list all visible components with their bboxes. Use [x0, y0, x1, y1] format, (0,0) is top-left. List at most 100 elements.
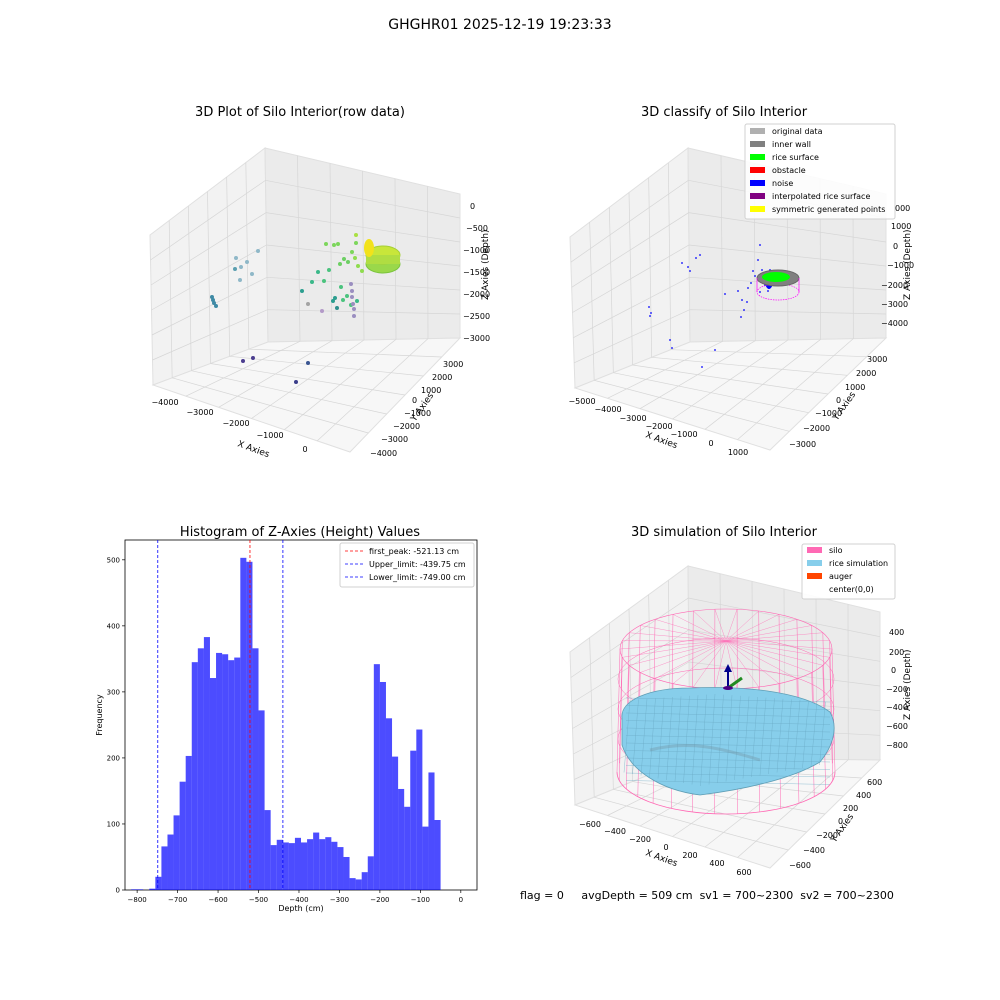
histogram-x-axis-label: Depth (cm): [278, 904, 323, 913]
simulation-ztick: 400: [889, 628, 904, 637]
classify-xtick: −3000: [619, 414, 646, 423]
classify-xtick: −1000: [670, 430, 697, 439]
raw-point: [341, 298, 345, 302]
rice-mesh-line: [759, 697, 767, 776]
simulation-legend-swatch: [807, 560, 822, 566]
histogram-ytick-label: 500: [107, 556, 120, 564]
silo-strut: [831, 648, 836, 773]
histogram-bar: [385, 718, 393, 890]
histogram-xtick-label: −200: [370, 896, 389, 904]
simulation-ytick: 600: [867, 778, 882, 787]
simulation-ytick: −200: [816, 831, 838, 840]
histogram-legend-label: first_peak: -521.13 cm: [369, 547, 459, 556]
raw-point: [214, 304, 218, 308]
histogram-ytick-label: 400: [107, 622, 120, 630]
classify-noise-point: [741, 299, 743, 301]
silo-strut: [829, 640, 833, 764]
classify-noise-point: [650, 312, 652, 314]
raw-point: [306, 302, 310, 306]
silo-roof-spoke: [693, 610, 727, 642]
classify-ytick: −3000: [789, 440, 816, 449]
silo-strut: [616, 648, 621, 773]
rice-mesh-line: [625, 720, 831, 725]
classify-legend-label: symmetric generated points: [772, 205, 885, 214]
raw-point: [250, 272, 254, 276]
histogram-bar: [131, 889, 138, 890]
raw-ytick: −3000: [381, 435, 408, 444]
rice-mesh-line: [674, 696, 682, 782]
rice-mesh-line: [810, 701, 818, 767]
classify-legend-swatch: [750, 193, 765, 199]
classify-ztick: 0: [893, 242, 898, 251]
rice-mesh-line: [751, 696, 758, 778]
raw-z-axis-label: Z Axies (Depth): [481, 229, 491, 300]
raw-z-ticks: 0 −500 −1000 −1500 −2000 −2500 −3000: [463, 202, 490, 343]
classify-y-axis-label: Y Axies: [831, 390, 859, 423]
histogram-bar: [343, 856, 350, 890]
raw-ytick: 0: [412, 396, 417, 405]
raw-point: [251, 356, 255, 360]
classify-z-ticks: 000 1000 0 −1000 −2000 −3000 −4000: [881, 204, 914, 328]
simulation-silo-front: [616, 771, 836, 815]
grid-line: [427, 186, 429, 339]
simulation-ytick: 400: [856, 791, 871, 800]
raw-point: [346, 260, 350, 264]
classify-noise-point: [687, 266, 689, 268]
histogram-bar: [379, 681, 386, 890]
classify-noise-point: [750, 282, 752, 284]
grid-line: [574, 309, 887, 364]
rice-mesh-line: [625, 712, 831, 718]
rice-mesh-line: [708, 693, 716, 785]
simulation-auger: [723, 664, 743, 690]
raw-rice-peak: [364, 239, 374, 257]
grid-line: [151, 276, 461, 336]
classify-ytick: 1000: [845, 383, 865, 392]
classify-x-ticks: −5000 −4000 −3000 −2000 −1000 0 1000: [568, 397, 748, 457]
classify-xtick: −4000: [594, 405, 621, 414]
classify-noise-point: [714, 349, 716, 351]
histogram-xtick-label: −800: [128, 896, 147, 904]
simulation-legend: silo rice simulation auger center(0,0): [801, 543, 896, 600]
raw-panel-title: 3D Plot of Silo Interior(row data): [195, 105, 405, 120]
simulation-3d-panel: 3D simulation of Silo Interior −600 −400…: [569, 525, 913, 877]
histogram-bar: [355, 879, 362, 890]
silo-roof-spoke: [693, 640, 727, 688]
raw-gridlines: [150, 155, 461, 442]
histogram-bar: [234, 657, 241, 890]
histogram-xtick-label: 0: [459, 896, 463, 904]
classify-ytick: 0: [836, 396, 841, 405]
status-line: flag = 0 avgDepth = 509 cm sv1 = 700~230…: [520, 889, 894, 902]
classify-ytick: −2000: [803, 424, 830, 433]
simulation-ztick: 0: [891, 666, 896, 675]
histogram-bar: [240, 557, 247, 890]
classify-noise-point: [669, 339, 671, 341]
grid-line: [737, 338, 854, 440]
rice-mesh-line: [625, 757, 831, 763]
simulation-legend-swatch: [807, 573, 822, 579]
silo-roof-spoke: [714, 609, 727, 642]
raw-ztick: −1500: [463, 268, 490, 277]
histogram-bar: [252, 648, 259, 890]
histogram-x-ticks: −800 −700 −600 −500 −400 −300 −200 −100 0: [128, 890, 463, 904]
classify-legend-swatch: [750, 128, 765, 134]
silo-roof-spoke: [725, 625, 812, 642]
classify-gridlines: [570, 155, 887, 440]
rice-mesh-line: [640, 698, 648, 776]
simulation-x-axis-label: X Axies: [644, 848, 679, 869]
classify-panel-title: 3D classify of Silo Interior: [641, 105, 808, 120]
histogram-bar: [149, 888, 156, 890]
raw-point: [331, 299, 335, 303]
silo-roof-spoke: [672, 614, 727, 642]
simulation-panel-title: 3D simulation of Silo Interior: [631, 525, 818, 540]
histogram-bars: [131, 557, 441, 890]
classify-z-axis-label: Z Axies (Depth): [903, 229, 913, 300]
silo-roof-spoke: [629, 640, 727, 666]
simulation-ztick: −800: [886, 741, 908, 750]
raw-point: [316, 270, 320, 274]
raw-point: [234, 256, 238, 260]
silo-roof-spoke: [654, 640, 727, 679]
raw-point: [350, 295, 354, 299]
raw-3d-panel: 3D Plot of Silo Interior(row data) −4000…: [149, 105, 491, 460]
classify-noise-point: [689, 270, 691, 272]
classify-noise-point: [699, 254, 701, 256]
